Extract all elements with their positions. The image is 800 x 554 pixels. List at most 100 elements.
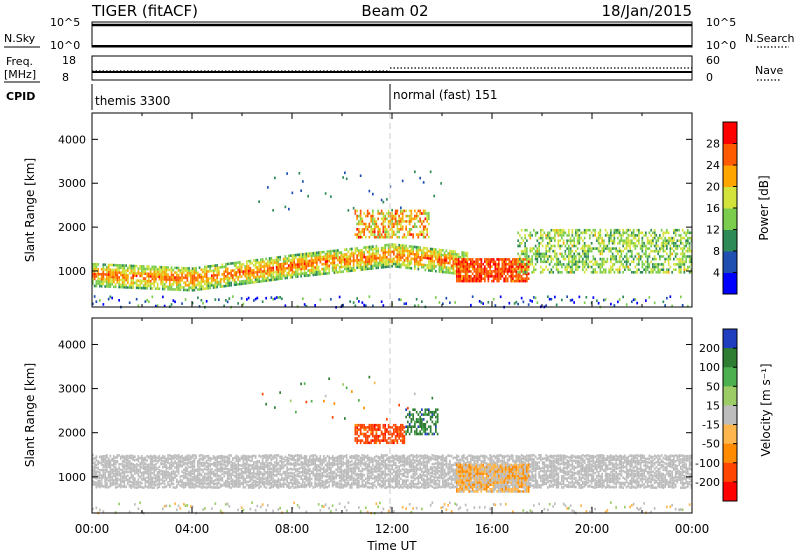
velocity-cell [120, 472, 122, 475]
velocity-cell [188, 471, 190, 474]
velocity-cell [148, 486, 150, 489]
power-cell [156, 282, 159, 286]
velocity-cell [265, 465, 267, 469]
velocity-cell [270, 470, 273, 474]
velocity-cell [251, 466, 253, 469]
power-cell [662, 242, 665, 245]
power-cell [659, 234, 661, 237]
power-cell [571, 228, 574, 232]
velocity-cell [193, 475, 196, 478]
velocity-cell [160, 461, 162, 465]
velocity-cell [263, 473, 266, 477]
power-cell [219, 278, 222, 281]
velocity-cell [170, 482, 173, 486]
power-cell [419, 248, 421, 252]
power-cell [393, 214, 395, 218]
power-cell [179, 283, 182, 287]
velocity-cell [214, 486, 217, 489]
velocity-cell [121, 485, 124, 488]
power-cell [592, 296, 595, 299]
velocity-cell [230, 476, 232, 480]
power-cell [645, 252, 647, 256]
velocity-cell [261, 461, 264, 464]
power-cell [211, 276, 213, 280]
power-cell [298, 255, 301, 259]
power-cell [396, 212, 399, 215]
power-cell [149, 284, 152, 288]
power-cell [492, 260, 495, 264]
power-cell [281, 265, 283, 268]
velocity-cell [102, 468, 105, 472]
power-cell [349, 252, 351, 256]
power-cell [95, 282, 98, 285]
power-cell [146, 282, 148, 285]
velocity-cell [191, 468, 194, 471]
power-cell [431, 252, 434, 256]
power-cell [438, 253, 441, 256]
velocity-cell [123, 474, 126, 478]
power-cell [151, 295, 154, 299]
power-cell [622, 239, 624, 242]
power-cell [207, 279, 210, 283]
power-cell [265, 269, 267, 273]
power-cell [457, 265, 460, 268]
power-cell [475, 258, 477, 261]
power-cell [456, 262, 458, 266]
nsky-label: N.Sky [4, 32, 36, 45]
power-cell [351, 259, 353, 263]
power-cell [247, 274, 250, 277]
power-cell [618, 271, 621, 274]
power-cell [480, 265, 483, 268]
velocity-cell [219, 460, 222, 464]
velocity-cell [228, 461, 231, 465]
power-cell [170, 271, 173, 274]
power-cell [254, 259, 257, 262]
velocity-cell [167, 476, 169, 479]
nsky-tick-left-top: 10^5 [50, 16, 80, 29]
velocity-cell [212, 463, 215, 467]
velocity-cell [144, 471, 147, 475]
velocity-cell [218, 460, 220, 464]
power-cell [571, 257, 574, 261]
power-cell [408, 217, 411, 221]
power-cell [377, 225, 379, 228]
power-cell [286, 259, 288, 263]
velocity-cell [244, 462, 246, 465]
power-cell [561, 244, 563, 248]
power-cell [167, 287, 169, 291]
power-cell [258, 265, 260, 269]
velocity-cell [197, 468, 199, 471]
velocity-cell [148, 455, 150, 459]
power-cell [391, 230, 393, 234]
power-cell [212, 271, 215, 275]
power-cell [289, 273, 292, 277]
power-cell [358, 214, 360, 218]
power-cell [499, 295, 502, 299]
velocity-cell [144, 467, 147, 471]
power-cell [372, 257, 374, 260]
velocity-cell [281, 457, 283, 461]
power-cell [387, 233, 390, 236]
power-cell [333, 271, 336, 274]
power-cell [426, 264, 428, 267]
power-cell [135, 264, 138, 268]
power-cell [512, 272, 514, 276]
velocity-cell [212, 456, 215, 460]
power-cell [202, 285, 204, 288]
power-cell [683, 271, 686, 274]
velocity-cell [244, 466, 246, 469]
power-cell [505, 258, 507, 261]
velocity-cell [186, 478, 189, 482]
power-cell [312, 273, 315, 277]
power-cell [419, 258, 421, 261]
power-cell [375, 244, 378, 248]
velocity-cell [130, 468, 133, 472]
power-cell [286, 266, 288, 270]
power-cell [601, 265, 603, 269]
power-cell [638, 234, 640, 237]
power-cell [172, 283, 175, 286]
velocity-cell [100, 462, 103, 465]
power-cell [435, 257, 437, 261]
power-cell [93, 267, 96, 271]
velocity-cell [93, 476, 96, 480]
